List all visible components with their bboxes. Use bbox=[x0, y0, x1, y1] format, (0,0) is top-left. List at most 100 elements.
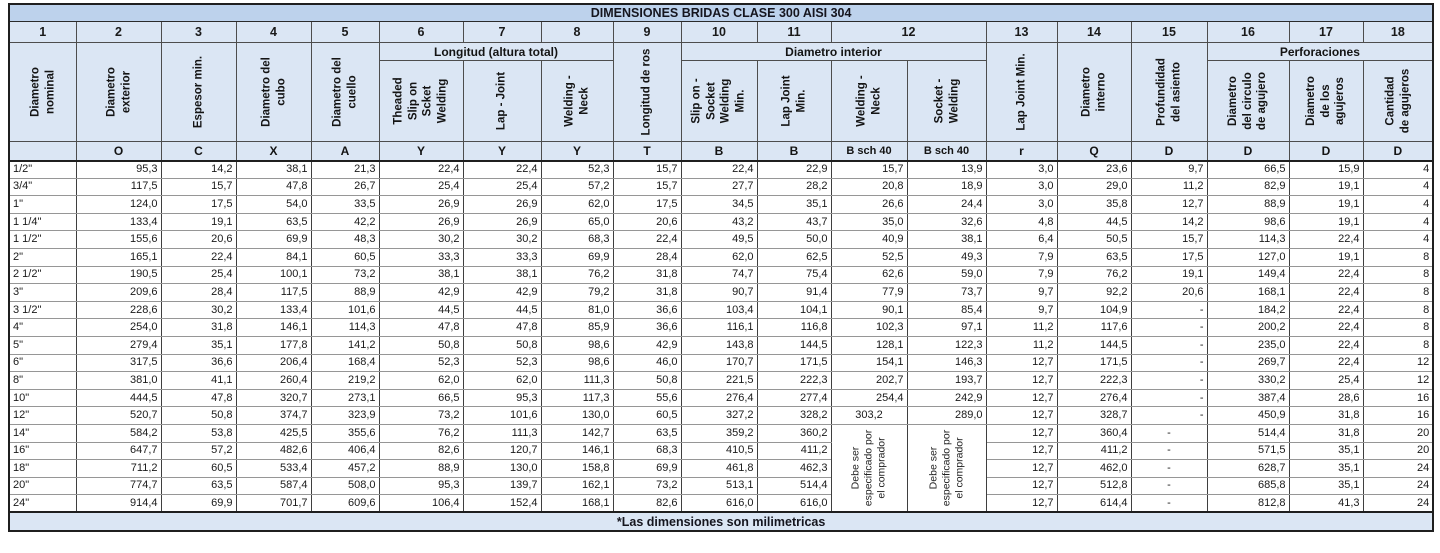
data-cell: 50,8 bbox=[612, 371, 682, 390]
data-cell: 40,9 bbox=[830, 230, 908, 249]
data-cell: 30,2 bbox=[378, 230, 464, 249]
data-cell: 12,7 bbox=[985, 406, 1058, 425]
data-cell: 117,5 bbox=[235, 283, 312, 302]
data-cell: 141,2 bbox=[310, 335, 380, 355]
header-welding-neck: Welding - Neck bbox=[540, 60, 614, 142]
data-cell: 7,9 bbox=[985, 265, 1058, 285]
col-number: 6 bbox=[378, 21, 464, 43]
row-label-size: 5" bbox=[8, 335, 77, 355]
data-cell: 114,3 bbox=[310, 318, 380, 337]
row-label-size: 1" bbox=[8, 195, 77, 214]
col-number: 10 bbox=[680, 21, 758, 43]
data-cell: 269,7 bbox=[1206, 353, 1290, 373]
data-cell: 69,9 bbox=[540, 247, 614, 267]
data-cell: 90,7 bbox=[680, 283, 758, 302]
data-cell: 242,9 bbox=[906, 388, 987, 408]
data-cell: 42,9 bbox=[378, 283, 464, 302]
data-cell: 95,3 bbox=[462, 388, 542, 408]
letter-cell: B bbox=[756, 141, 832, 162]
table-row: 1 1/4" 133,4 19,1 63,5 42,2 26,9 26,9 65,0 20,6 4… bbox=[8, 212, 1434, 232]
data-cell: 35,1 bbox=[1288, 476, 1364, 496]
col-number: 12 bbox=[830, 21, 987, 43]
data-cell: 328,2 bbox=[756, 406, 832, 425]
data-cell: 3,0 bbox=[985, 177, 1058, 197]
data-cell: 31,8 bbox=[160, 318, 237, 337]
data-cell: 95,3 bbox=[75, 160, 162, 179]
data-cell: 144,5 bbox=[1056, 335, 1132, 355]
data-cell: 22,4 bbox=[378, 160, 464, 179]
data-cell: 4 bbox=[1362, 230, 1434, 249]
data-cell: - bbox=[1130, 423, 1208, 443]
col-number: 3 bbox=[160, 21, 237, 43]
data-cell: 49,3 bbox=[906, 247, 987, 267]
header-diametro-exterior: Diametro exterior bbox=[75, 42, 162, 142]
data-cell: 60,5 bbox=[612, 406, 682, 425]
data-cell: 165,1 bbox=[75, 247, 162, 267]
data-cell: 44,5 bbox=[462, 300, 542, 320]
data-cell: 142,7 bbox=[540, 423, 614, 443]
letter-cell: Y bbox=[378, 141, 464, 162]
data-cell: 19,1 bbox=[1288, 247, 1364, 267]
data-cell: 411,2 bbox=[1056, 441, 1132, 461]
table-row: 14" 584,2 53,8 425,5 355,6 76,2 111,3 142,7 63,5… bbox=[8, 423, 1434, 513]
table-row: 2 1/2" 190,5 25,4 100,1 73,2 38,1 38,1 76,2 31,8… bbox=[8, 265, 1434, 285]
data-cell: 221,5 bbox=[680, 371, 758, 390]
data-cell: 73,2 bbox=[310, 265, 380, 285]
data-cell: 81,0 bbox=[540, 300, 614, 320]
data-cell: 12,7 bbox=[985, 459, 1058, 478]
table-row: 16" 647,7 57,2 482,6 406,4 82,6 120,7 146,1 68,3… bbox=[8, 441, 1434, 461]
data-cell: 114,3 bbox=[1206, 230, 1290, 249]
table-row: 3 1/2" 228,6 30,2 133,4 101,6 44,5 44,5 81,0 36,… bbox=[8, 300, 1434, 320]
data-cell: 328,7 bbox=[1056, 406, 1132, 425]
header-diametro-interno: Diametro interno bbox=[1056, 42, 1132, 142]
data-cell: 15,7 bbox=[160, 177, 237, 197]
data-cell: 209,6 bbox=[75, 283, 162, 302]
data-cell: 273,1 bbox=[310, 388, 380, 408]
col-number: 9 bbox=[612, 21, 682, 43]
data-cell: 533,4 bbox=[235, 459, 312, 478]
table-row: 20" 774,7 63,5 587,4 508,0 95,3 139,7 162,1 73,2… bbox=[8, 476, 1434, 496]
data-cell: 104,9 bbox=[1056, 300, 1132, 320]
row-label-size: 16" bbox=[8, 441, 77, 461]
table-row: 4" 254,0 31,8 146,1 114,3 47,8 47,8 85,9 36,6 116… bbox=[8, 318, 1434, 337]
data-cell: 92,2 bbox=[1056, 283, 1132, 302]
row-label-size: 1/2" bbox=[8, 160, 77, 179]
data-cell: 190,5 bbox=[75, 265, 162, 285]
data-cell: 30,2 bbox=[160, 300, 237, 320]
data-cell: 25,4 bbox=[1288, 371, 1364, 390]
row-label-size: 18" bbox=[8, 459, 77, 478]
data-cell: 222,3 bbox=[756, 371, 832, 390]
data-cell: 22,4 bbox=[1288, 265, 1364, 285]
letter-row: O C X A Y Y Y T B B B sch 40 B sch 40 r … bbox=[8, 141, 1434, 162]
data-cell: 26,9 bbox=[462, 212, 542, 232]
table-row: 12" 520,7 50,8 374,7 323,9 73,2 101,6 130,0 60,5… bbox=[8, 406, 1434, 425]
data-cell: 103,4 bbox=[680, 300, 758, 320]
col-number: 4 bbox=[235, 21, 312, 43]
data-cell: 152,4 bbox=[462, 494, 542, 513]
data-cell: 22,9 bbox=[756, 160, 832, 179]
row-label-size: 3" bbox=[8, 283, 77, 302]
col-number: 14 bbox=[1056, 21, 1132, 43]
data-cell: 277,4 bbox=[756, 388, 832, 408]
data-cell: 279,4 bbox=[75, 335, 162, 355]
group-header-row: Diametro nominal Diametro exterior Espes… bbox=[8, 42, 1434, 142]
data-cell: 117,5 bbox=[75, 177, 162, 197]
data-cell: 254,4 bbox=[830, 388, 908, 408]
row-label-size: 2" bbox=[8, 247, 77, 267]
data-cell: 73,2 bbox=[612, 476, 682, 496]
letter-cell: A bbox=[310, 141, 380, 162]
header-diametro-agujeros: Diametro de los agujeros bbox=[1288, 60, 1364, 142]
data-cell: 9,7 bbox=[985, 300, 1058, 320]
data-cell: 54,0 bbox=[235, 195, 312, 214]
data-cell: 47,8 bbox=[462, 318, 542, 337]
data-cell: 33,3 bbox=[378, 247, 464, 267]
data-cell: 482,6 bbox=[235, 441, 312, 461]
footer-note: *Las dimensiones son milimetricas bbox=[8, 511, 1434, 532]
data-cell: 82,6 bbox=[378, 441, 464, 461]
table-row: 5" 279,4 35,1 177,8 141,2 50,8 50,8 98,6 42,9 143… bbox=[8, 335, 1434, 355]
data-cell: 12 bbox=[1362, 371, 1434, 390]
letter-cell: D bbox=[1362, 141, 1434, 162]
data-cell: 18,9 bbox=[906, 177, 987, 197]
data-cell: 63,5 bbox=[1056, 247, 1132, 267]
header-slipon-socket-welding-min: Slip on - Socket Welding Min. bbox=[680, 60, 758, 142]
